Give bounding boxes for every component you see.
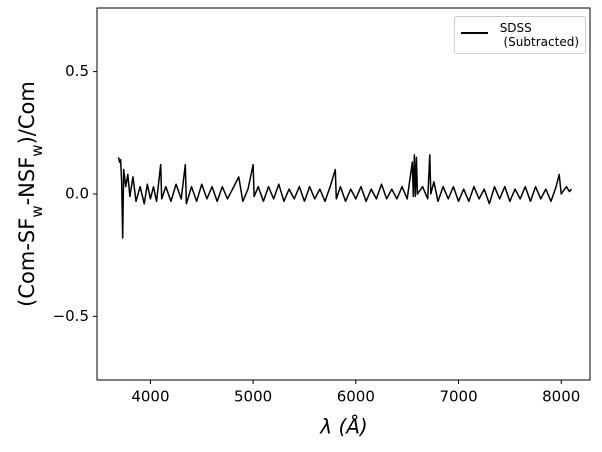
x-tick-label: 6000 (337, 388, 375, 406)
y-tick-label: 0.5 (65, 62, 89, 80)
legend: SDSS (Subtracted) (453, 16, 586, 54)
x-tick-label: 8000 (542, 388, 580, 406)
y-axis-label-part: -NSF (15, 157, 39, 206)
x-tick-label: 5000 (234, 388, 272, 406)
y-axis-label-part: )/Com (15, 81, 39, 144)
y-axis-label: (Com-SFw-NSFw)/Com (15, 81, 46, 307)
x-tick-label: 4000 (131, 388, 169, 406)
y-axis-label-part: w (28, 205, 46, 217)
y-axis-label-part: w (28, 144, 46, 156)
y-tick-label: −0.5 (53, 307, 89, 325)
legend-swatch (460, 32, 488, 34)
data-line (117, 154, 573, 239)
legend-label: SDSS (Subtracted) (499, 21, 579, 49)
x-tick-label: 7000 (439, 388, 477, 406)
y-tick-label: 0.0 (65, 185, 89, 203)
y-axis-label-part: (Com-SF (15, 218, 39, 307)
plot-frame (96, 7, 591, 381)
x-axis-label: λ (Å) (319, 415, 367, 439)
